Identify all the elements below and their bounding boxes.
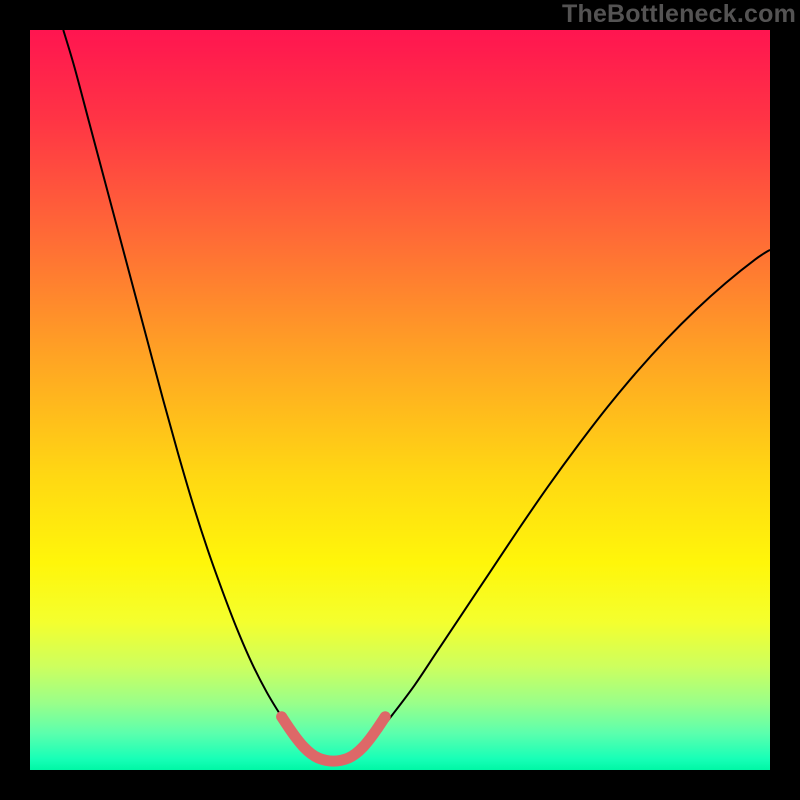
- watermark-text: TheBottleneck.com: [562, 0, 796, 29]
- bottleneck-plot: [30, 30, 770, 770]
- chart-canvas: TheBottleneck.com: [0, 0, 800, 800]
- gradient-background: [30, 30, 770, 770]
